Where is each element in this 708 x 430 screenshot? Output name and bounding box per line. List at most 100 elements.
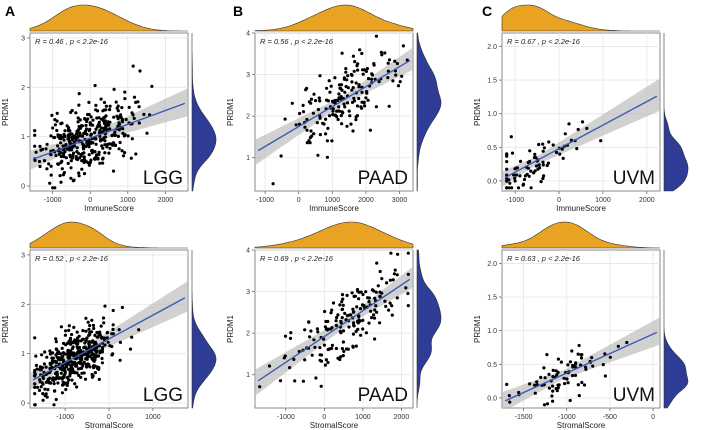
cohort-label: UVM [613,385,655,406]
data-point [346,74,350,78]
data-point [96,123,100,127]
data-point [91,118,95,122]
data-point [563,132,567,136]
data-point [335,315,339,320]
data-point [77,339,81,343]
data-point [387,58,392,62]
data-point [119,116,123,120]
data-point [79,153,83,157]
data-point [83,117,87,121]
data-point [361,68,365,72]
data-point [324,327,328,331]
data-point [96,354,101,358]
data-point [54,153,58,158]
data-point [102,336,106,340]
data-point [65,365,69,369]
data-point [57,376,61,380]
data-point [69,166,73,170]
data-point [354,115,358,119]
right-density [663,33,689,192]
data-point [85,132,89,136]
data-point [361,327,365,331]
data-point [347,109,351,113]
x-tick-label: 2000 [158,197,174,204]
data-point [90,151,94,155]
data-point [319,359,324,363]
data-point [37,388,42,392]
correlation-annotation: R = 0.63 , p < 2.2e-16 [507,254,581,263]
data-point [507,394,511,398]
data-point [74,339,78,343]
x-tick-label: 3000 [392,197,408,204]
data-point [339,114,343,118]
data-point [76,151,80,155]
data-point [289,331,293,335]
data-point [117,121,121,125]
data-point [551,143,555,147]
data-point [545,163,549,168]
data-point [107,151,111,155]
data-point [515,166,520,170]
data-point [33,129,37,133]
data-point [406,304,410,308]
data-point [59,122,63,126]
data-point [352,69,356,73]
data-point [48,352,53,356]
data-point [354,329,358,333]
data-point [97,150,101,154]
data-point [111,169,116,173]
confidence-band [255,47,413,166]
data-point [337,96,341,100]
data-point [101,316,106,320]
data-point [288,366,292,370]
data-point [119,113,123,117]
data-point [358,307,363,311]
panel-letter: A [5,3,15,19]
data-point [142,112,146,116]
data-point [559,360,564,364]
data-point [101,109,105,113]
data-point [39,385,43,389]
data-point [83,377,88,381]
data-point [364,290,368,294]
data-point [106,340,110,344]
data-point [543,376,547,380]
data-point [533,152,537,156]
data-point [62,341,66,345]
data-point [551,375,555,379]
data-point [104,108,108,112]
data-point [518,159,523,163]
data-point [318,99,322,103]
data-point [577,343,581,348]
data-point [513,167,517,171]
data-point [74,155,78,159]
data-point [102,136,106,140]
data-point [45,395,49,399]
data-point [70,378,74,382]
data-point [358,48,362,52]
data-point [310,134,314,138]
top-density [254,221,414,249]
data-point [114,100,118,104]
data-point [508,400,512,404]
points [258,251,410,389]
data-point [363,104,367,108]
data-point [102,100,107,105]
data-point [330,139,334,143]
data-point [85,336,89,340]
data-point [509,135,513,139]
data-point [294,123,298,127]
data-point [561,156,565,160]
y-tick-label: 2 [21,85,25,92]
data-point [380,277,384,281]
data-point [338,329,342,333]
cohort-label: LGG [143,385,183,406]
data-point [52,403,56,407]
data-point [392,272,396,276]
y-tick-label: 3 [21,252,25,259]
data-point [59,352,63,356]
x-tick-label: 1000 [120,197,136,204]
panel-letter: C [482,3,492,19]
data-point [79,362,83,366]
x-tick-label: -1000 [277,414,295,421]
